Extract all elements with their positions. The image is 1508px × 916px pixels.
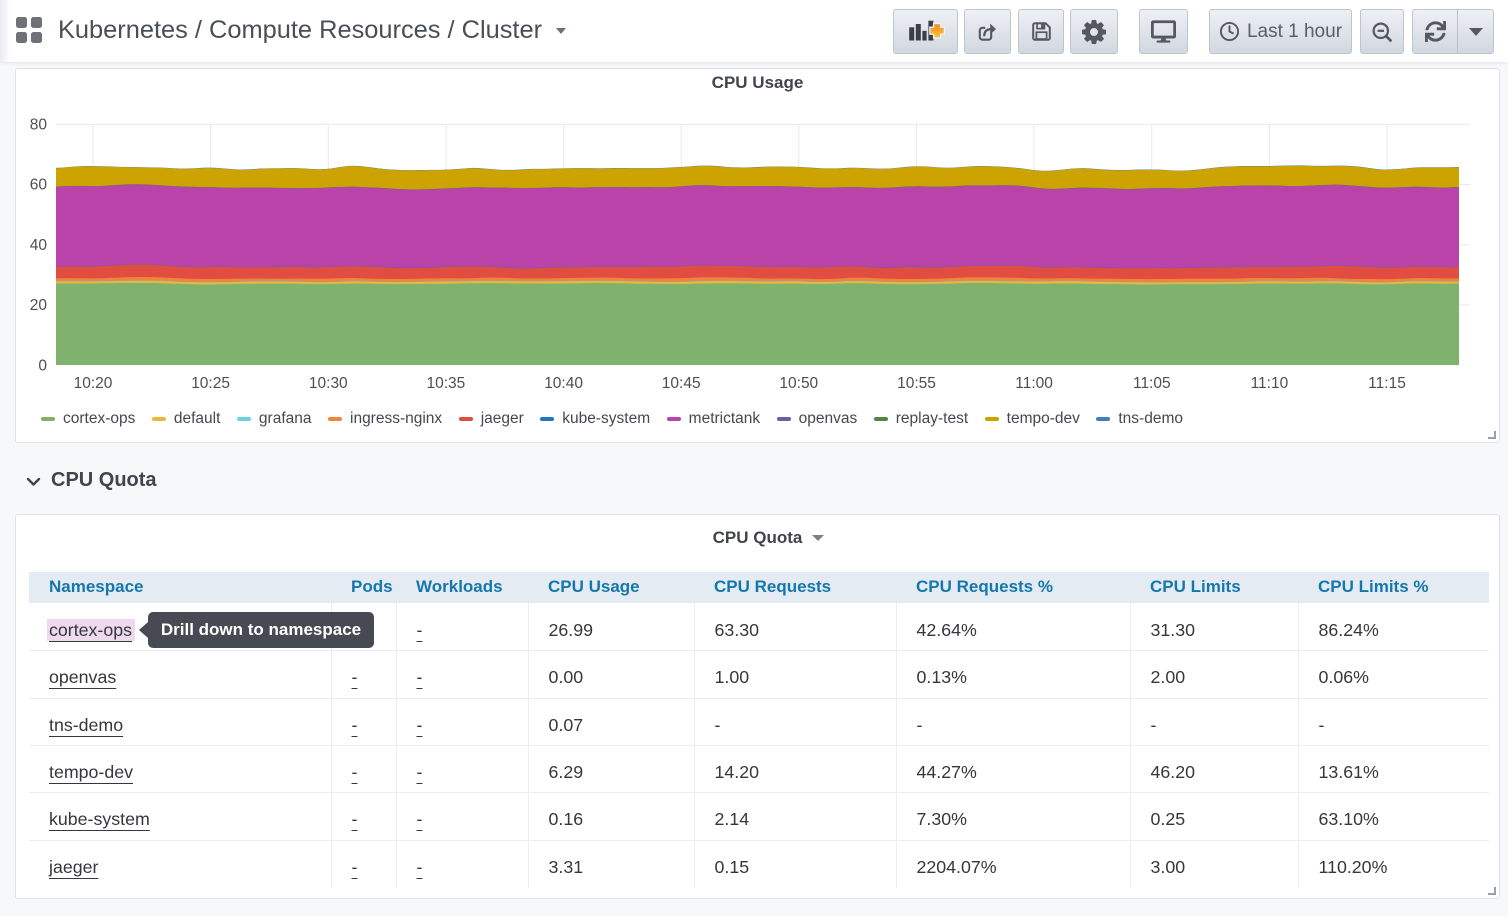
svg-text:10:25: 10:25 (191, 375, 230, 392)
svg-text:10:55: 10:55 (897, 375, 936, 392)
svg-text:11:05: 11:05 (1133, 375, 1171, 392)
svg-text:11:10: 11:10 (1251, 375, 1289, 392)
svg-text:11:15: 11:15 (1368, 375, 1406, 392)
svg-text:60: 60 (30, 176, 48, 193)
svg-text:10:35: 10:35 (427, 375, 466, 392)
svg-text:0: 0 (38, 357, 47, 374)
svg-text:11:00: 11:00 (1015, 375, 1053, 392)
svg-text:10:20: 10:20 (74, 375, 113, 392)
svg-text:10:45: 10:45 (662, 375, 701, 392)
svg-text:10:30: 10:30 (309, 375, 348, 392)
svg-text:10:40: 10:40 (544, 375, 583, 392)
svg-text:80: 80 (30, 116, 48, 133)
svg-text:20: 20 (30, 297, 48, 314)
svg-text:40: 40 (30, 236, 48, 253)
svg-text:10:50: 10:50 (779, 375, 818, 392)
